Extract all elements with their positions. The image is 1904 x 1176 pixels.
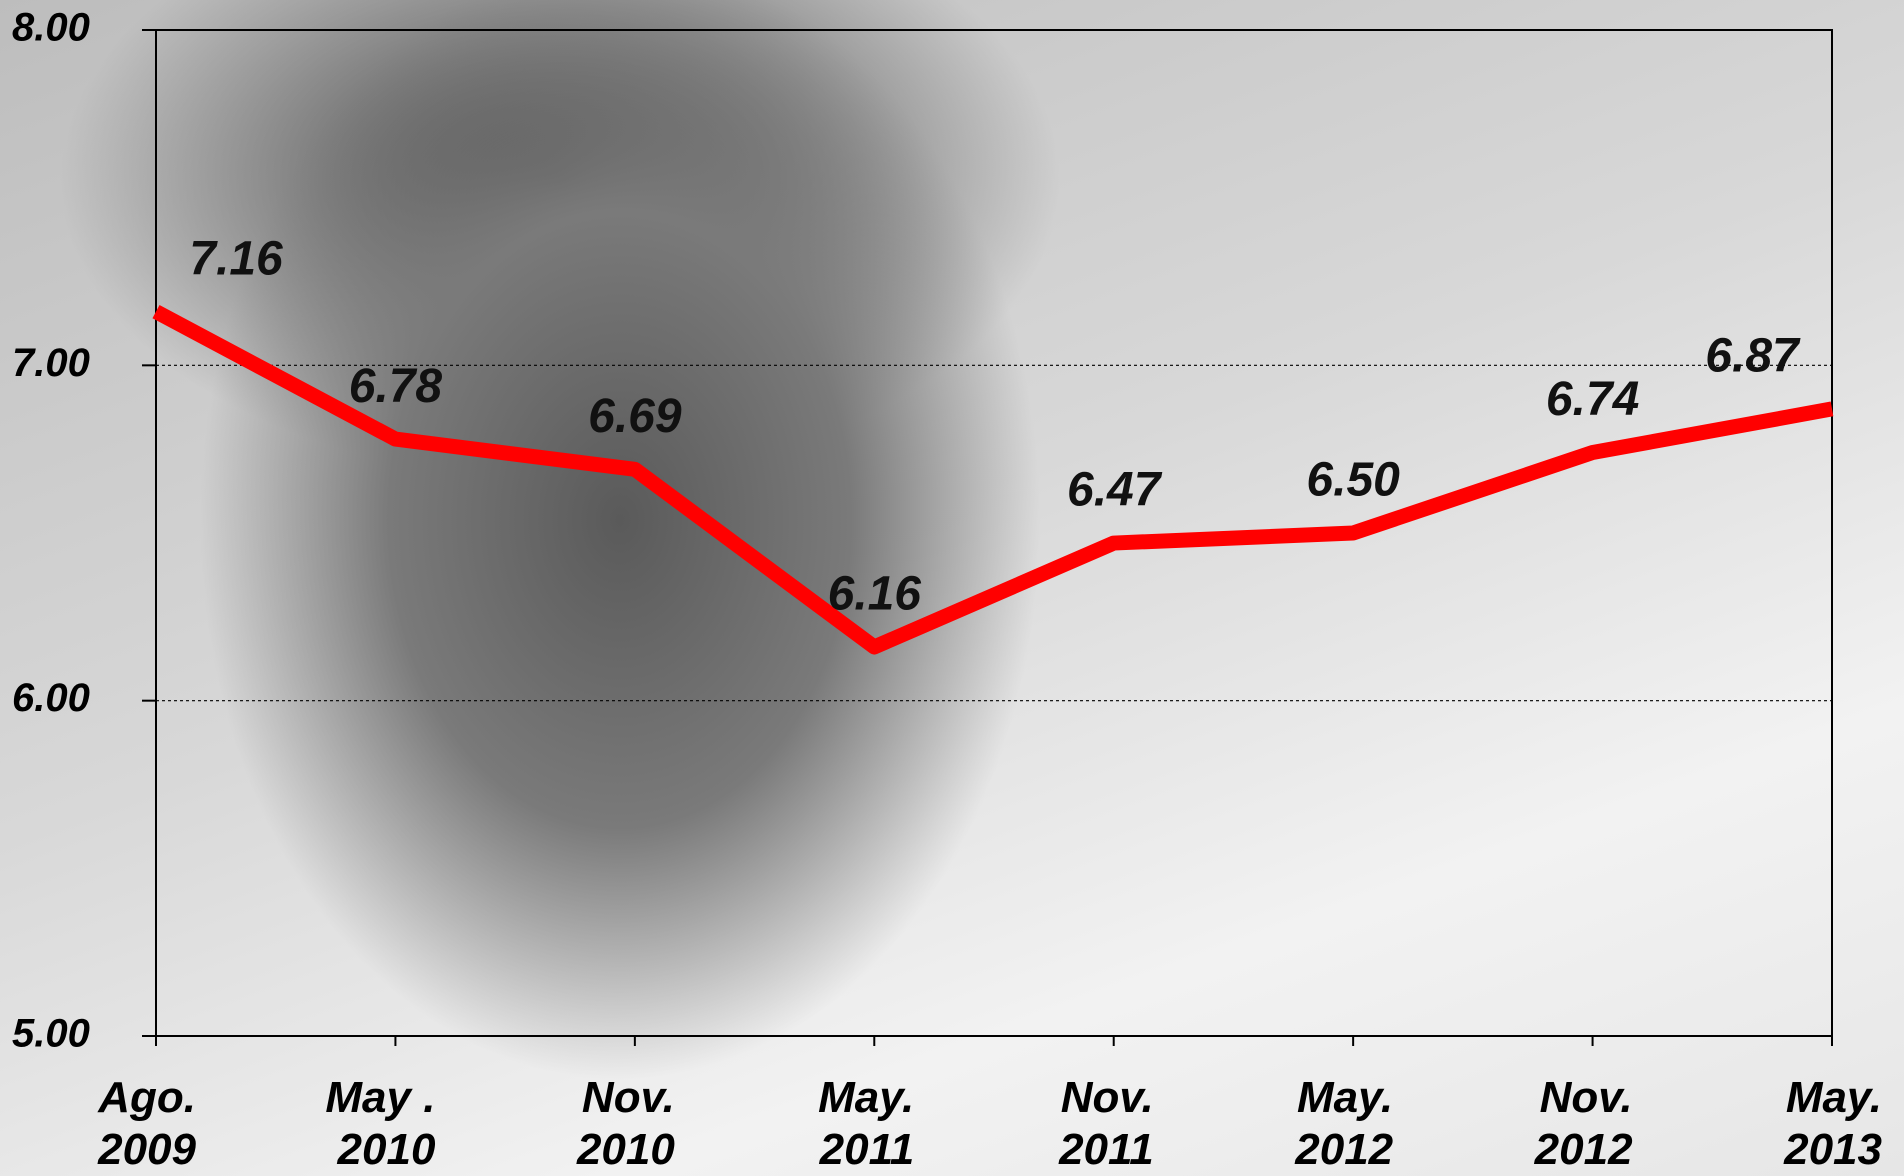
data-label: 6.87 [1705,330,1801,383]
y-tick-label: 6.00 [12,676,90,720]
x-tick-label: May. 2013 [1682,1072,1882,1176]
chart-container: 5.00 6.00 7.00 8.00 7.16 6.78 6.69 6.16 6.47 6.50… [0,0,1904,1176]
x-tick-label: Nov. 2011 [954,1072,1154,1176]
data-label: 7.16 [189,232,283,285]
data-label: 6.78 [349,360,443,413]
x-tick-label: Nov. 2012 [1433,1072,1633,1176]
y-tick-label: 5.00 [12,1012,90,1056]
x-tick-label: Ago. 2009 [0,1072,196,1176]
data-label: 6.16 [828,568,922,621]
x-tick-label: Nov. 2010 [475,1072,675,1176]
plot-frame [156,30,1832,1036]
y-tick-label: 7.00 [12,341,90,385]
data-label: 6.74 [1546,373,1639,426]
x-tick-label: May . 2010 [235,1072,435,1176]
x-tick-label: May. 2011 [714,1072,914,1176]
data-label: 6.69 [588,390,682,443]
x-tick-label: May. 2012 [1193,1072,1393,1176]
chart: 5.00 6.00 7.00 8.00 7.16 6.78 6.69 6.16 6.47 6.50… [0,0,1904,1176]
data-label: 6.50 [1306,454,1400,507]
y-tick-label: 8.00 [12,6,90,50]
data-label: 6.47 [1067,464,1163,517]
